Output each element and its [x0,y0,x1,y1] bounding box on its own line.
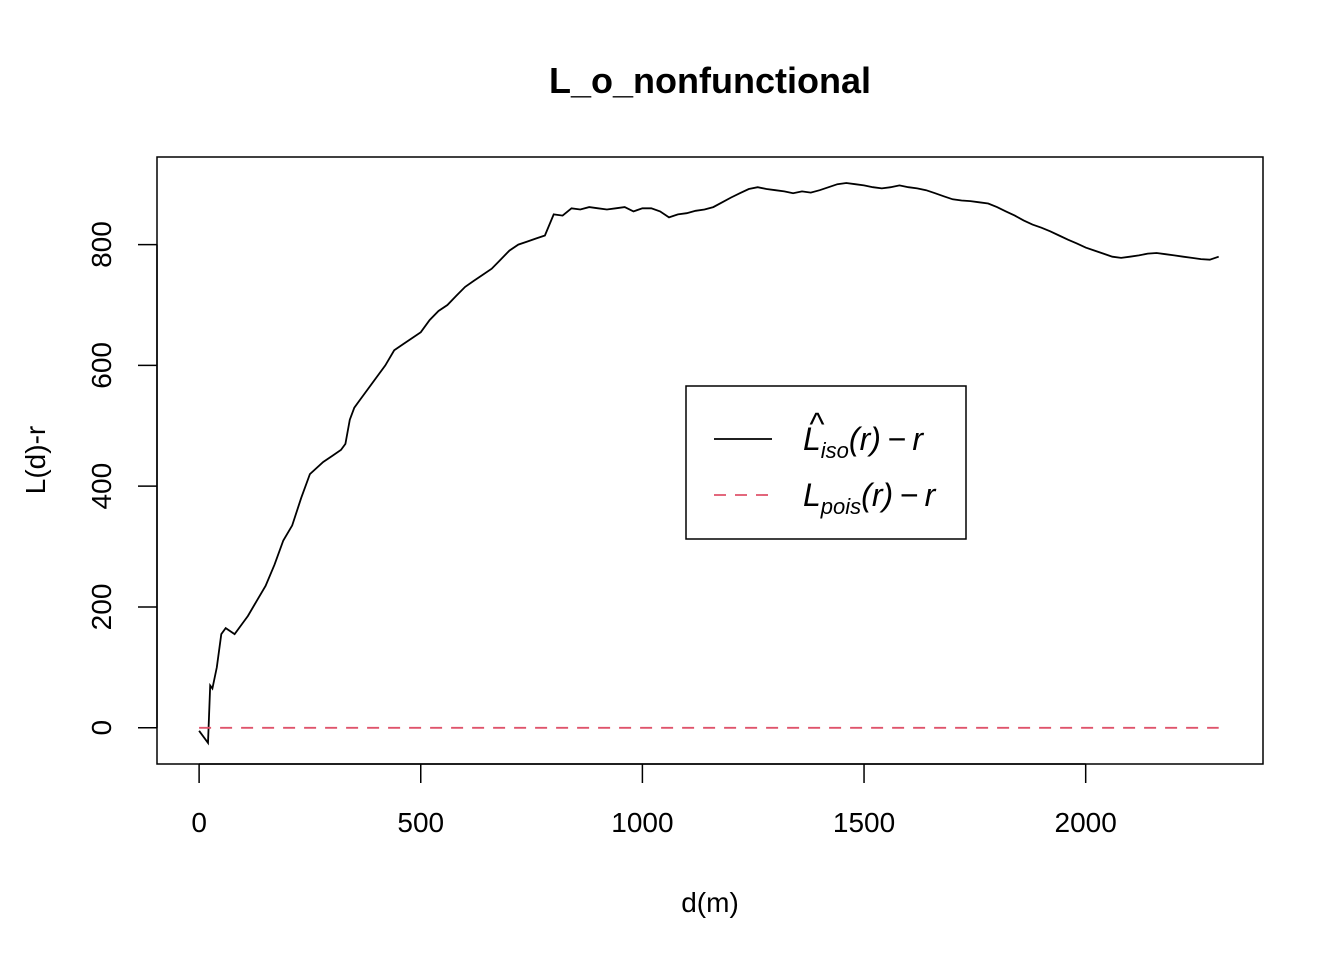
y-tick-label: 600 [86,342,117,389]
y-tick-label: 400 [86,463,117,510]
series-line-0 [198,182,1219,746]
legend-label-1: Lpois(r) − r [803,477,937,519]
chart-title: L_o_nonfunctional [549,60,871,101]
x-axis-label: d(m) [681,887,739,918]
y-axis: 0 200 400 600 800 [86,221,158,736]
y-tick-label: 0 [86,720,117,736]
x-tick-label: 2000 [1055,807,1117,838]
y-tick-label: 800 [86,221,117,268]
series-layer [198,182,1219,746]
y-axis-label: L(d)-r [20,426,51,494]
legend-box [685,385,967,540]
y-tick-label: 200 [86,584,117,631]
x-tick-label: 1500 [833,807,895,838]
legend: Liso(r) − r^ Lpois(r) − r [685,385,967,540]
x-tick-label: 0 [191,807,207,838]
x-tick-label: 1000 [611,807,673,838]
x-axis: 0 500 1000 1500 2000 [191,763,1117,838]
legend-label-0: Liso(r) − r [803,421,924,463]
legend-hat-0: ^ [809,406,825,442]
x-tick-label: 500 [397,807,444,838]
